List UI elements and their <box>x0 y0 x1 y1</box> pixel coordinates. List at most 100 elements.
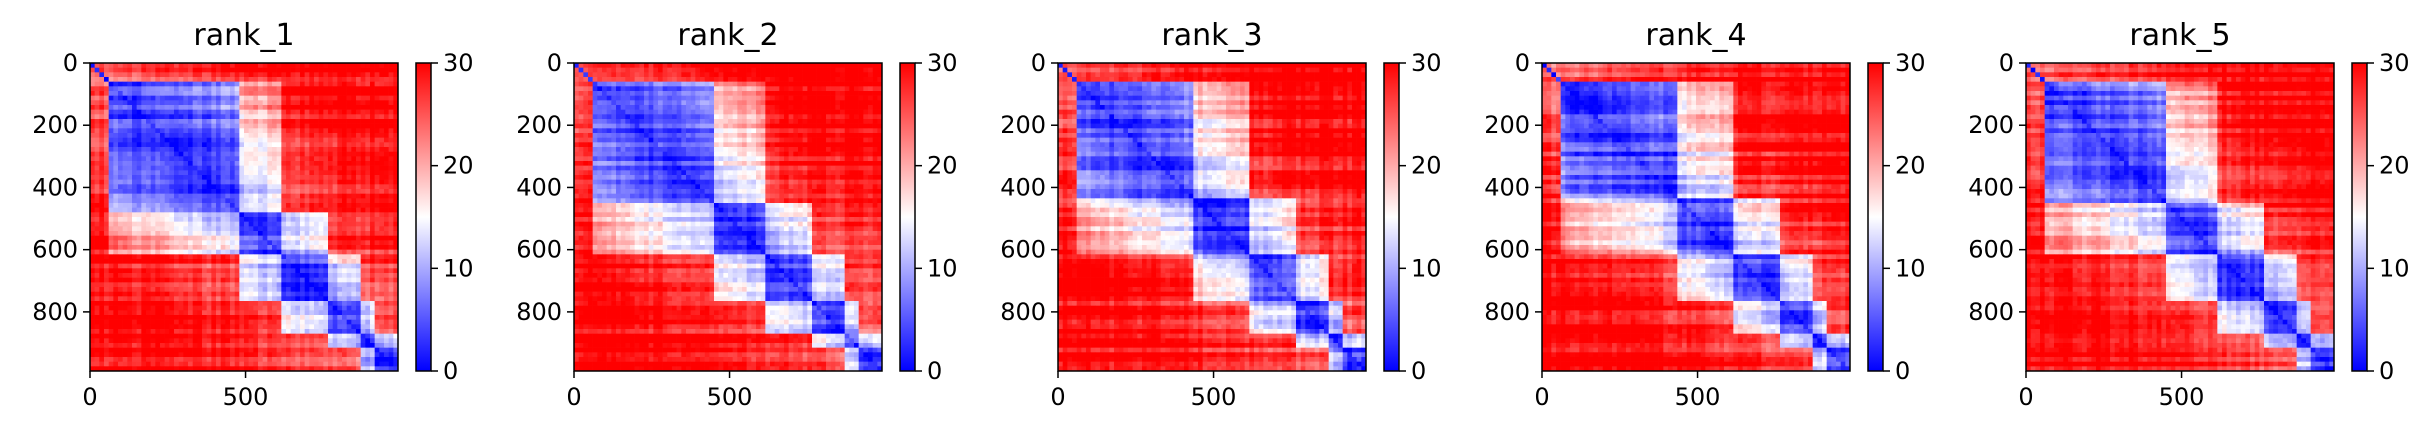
heatmap-cell <box>300 212 305 217</box>
heatmap-cell <box>328 119 333 124</box>
heatmap-cell <box>286 296 291 301</box>
heatmap-cell <box>831 91 836 96</box>
heatmap-cell <box>607 91 612 96</box>
heatmap-cell <box>211 259 216 264</box>
heatmap-cell <box>104 152 109 157</box>
heatmap-cell <box>375 110 380 115</box>
heatmap-cell <box>342 91 347 96</box>
heatmap-cell <box>230 96 235 101</box>
heatmap-cell <box>188 296 193 301</box>
heatmap-cell <box>258 133 263 138</box>
heatmap-cell <box>202 180 207 185</box>
heatmap-cell <box>113 264 118 269</box>
heatmap-cell <box>118 320 123 325</box>
heatmap-cell <box>314 348 319 353</box>
heatmap-cell <box>333 180 338 185</box>
heatmap-cell <box>277 72 282 77</box>
heatmap-cell <box>300 166 305 171</box>
heatmap-cell <box>225 170 230 175</box>
heatmap-cell <box>295 352 300 357</box>
heatmap-cell <box>351 348 356 353</box>
heatmap-cell <box>225 110 230 115</box>
heatmap-cell <box>179 259 184 264</box>
heatmap-cell <box>99 222 104 227</box>
heatmap-cell <box>291 166 296 171</box>
heatmap-cell <box>169 259 174 264</box>
heatmap-cell <box>323 124 328 129</box>
heatmap-cell <box>169 264 174 269</box>
heatmap-cell <box>137 357 142 362</box>
heatmap-cell <box>207 245 212 250</box>
heatmap-cell <box>99 161 104 166</box>
heatmap-cell <box>267 240 272 245</box>
heatmap-cell <box>146 222 151 227</box>
heatmap-cell <box>365 315 370 320</box>
heatmap-cell <box>95 282 100 287</box>
heatmap-cell <box>99 82 104 87</box>
heatmap-cell <box>113 301 118 306</box>
heatmap-cell <box>695 82 700 87</box>
heatmap-cell <box>267 273 272 278</box>
heatmap-cell <box>375 315 380 320</box>
heatmap-cell <box>291 68 296 73</box>
heatmap-cell <box>277 86 282 91</box>
heatmap-cell <box>165 287 170 292</box>
heatmap-cell <box>211 82 216 87</box>
heatmap-cell <box>351 315 356 320</box>
heatmap-cell <box>146 203 151 208</box>
heatmap-cell <box>263 357 268 362</box>
heatmap-cell <box>379 138 384 143</box>
heatmap-cell <box>272 161 277 166</box>
heatmap-cell <box>319 352 324 357</box>
heatmap-cell <box>314 306 319 311</box>
heatmap-cell <box>319 231 324 236</box>
heatmap-cell <box>384 124 389 129</box>
heatmap-cell <box>95 189 100 194</box>
heatmap-cell <box>258 96 263 101</box>
heatmap-cell <box>812 100 817 105</box>
heatmap-cell <box>155 198 160 203</box>
heatmap-cell <box>365 236 370 241</box>
heatmap-cell <box>379 152 384 157</box>
heatmap-cell <box>277 124 282 129</box>
heatmap-cell <box>342 119 347 124</box>
heatmap-cell <box>305 222 310 227</box>
heatmap-cell <box>379 343 384 348</box>
heatmap-cell <box>351 310 356 315</box>
heatmap-cell <box>216 203 221 208</box>
heatmap-cell <box>281 343 286 348</box>
heatmap-cell <box>328 72 333 77</box>
heatmap-cell <box>104 128 109 133</box>
heatmap-cell <box>221 292 226 297</box>
heatmap-cell <box>258 273 263 278</box>
heatmap-cell <box>328 203 333 208</box>
heatmap-cell <box>151 282 156 287</box>
heatmap-cell <box>211 287 216 292</box>
heatmap-cell <box>873 77 878 82</box>
heatmap-cell <box>258 287 263 292</box>
heatmap-cell <box>333 254 338 259</box>
heatmap-cell <box>272 114 277 119</box>
heatmap-cell <box>277 142 282 147</box>
heatmap-cell <box>314 296 319 301</box>
heatmap-cell <box>379 161 384 166</box>
heatmap-cell <box>95 203 100 208</box>
heatmap-cell <box>686 72 691 77</box>
heatmap-cell <box>104 100 109 105</box>
heatmap-cell <box>328 142 333 147</box>
heatmap-cell <box>239 133 244 138</box>
heatmap-cell <box>151 119 156 124</box>
heatmap-cell <box>309 142 314 147</box>
heatmap-cell <box>137 198 142 203</box>
heatmap-cell <box>179 161 184 166</box>
heatmap-cell <box>342 352 347 357</box>
heatmap-cell <box>347 226 352 231</box>
heatmap-cell <box>314 208 319 213</box>
heatmap-cell <box>291 77 296 82</box>
heatmap-cell <box>798 68 803 73</box>
heatmap-cell <box>361 161 366 166</box>
heatmap-cell <box>709 77 714 82</box>
heatmap-cell <box>370 114 375 119</box>
heatmap-cell <box>239 226 244 231</box>
heatmap-cell <box>342 147 347 152</box>
